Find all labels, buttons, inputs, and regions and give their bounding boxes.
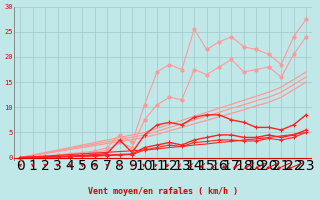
- X-axis label: Vent moyen/en rafales ( km/h ): Vent moyen/en rafales ( km/h ): [88, 187, 238, 196]
